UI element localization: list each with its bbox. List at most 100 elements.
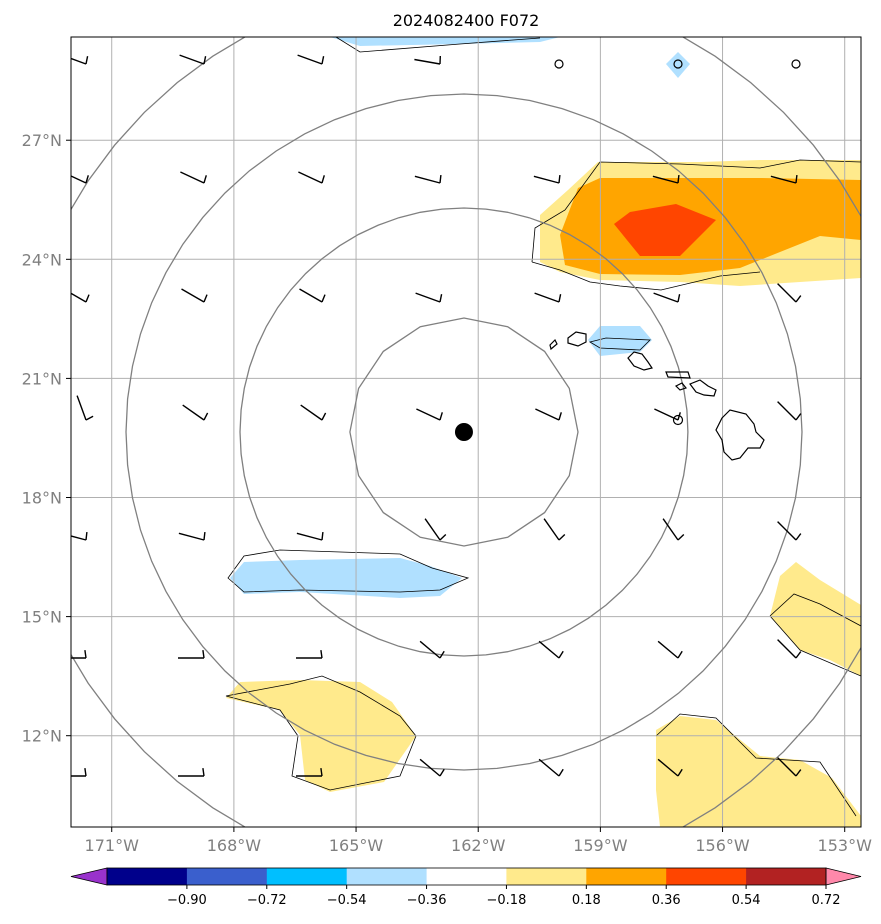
y-tick-label: 12°N	[22, 727, 62, 746]
wind-barb	[297, 54, 325, 65]
colorbar-tick-label: 0.54	[732, 893, 761, 908]
contour-northeast	[531, 159, 861, 291]
wind-barb	[178, 650, 205, 659]
x-tick-label: 171°W	[85, 836, 140, 855]
colorbar-tick-label: 0.72	[812, 893, 841, 908]
positive-anomaly-region-southeast	[656, 716, 861, 827]
island-small-3	[673, 59, 683, 69]
positive-anomaly-region-east	[770, 562, 861, 676]
wind-barb	[533, 175, 561, 184]
colorbar-swatch	[346, 868, 428, 885]
y-tick-label: 27°N	[22, 131, 62, 150]
island-lanai	[674, 382, 688, 391]
wind-barb	[777, 639, 802, 659]
colorbar-swatch	[266, 868, 348, 885]
y-tick-label: 24°N	[22, 250, 62, 269]
storm-center-marker	[454, 423, 473, 441]
wind-barb	[414, 55, 441, 65]
latitude-axis: 12°N 15°N 18°N 21°N 24°N 27°N	[22, 131, 71, 746]
wind-barb	[657, 758, 683, 777]
wind-barb	[71, 292, 90, 303]
island-small-4	[791, 59, 801, 69]
y-tick-label: 15°N	[22, 608, 62, 627]
island-small-2	[554, 59, 564, 69]
wind-barb	[415, 292, 443, 303]
range-ring	[71, 37, 861, 827]
longitude-axis: 171°W 168°W 165°W 162°W 159°W 156°W 153°W	[85, 827, 873, 855]
contour-west	[227, 549, 470, 593]
wind-barb	[296, 532, 324, 541]
wind-barb	[652, 175, 680, 184]
colorbar-extend-low	[70, 867, 108, 886]
wind-barb	[181, 288, 208, 303]
wind-barb	[534, 292, 562, 303]
island-oahu	[627, 351, 653, 371]
colorbar-swatch	[426, 868, 507, 885]
wind-barb	[543, 518, 566, 541]
positive-anomaly-region-northeast-peak	[614, 204, 716, 256]
shaded-fields	[226, 37, 861, 827]
contour-north	[335, 37, 541, 53]
x-tick-label: 162°W	[451, 836, 506, 855]
negative-anomaly-region-north	[330, 37, 560, 46]
wind-barb	[424, 518, 447, 541]
contour-lines	[225, 37, 861, 817]
wind-barb	[538, 640, 564, 659]
range-rings	[71, 37, 861, 827]
y-tick-label: 18°N	[22, 489, 62, 508]
gridlines	[71, 37, 861, 827]
colorbar-swatch	[746, 868, 827, 885]
colorbar-frame	[106, 867, 827, 886]
colorbar-swatch	[506, 868, 587, 885]
colorbar-tick-label: −0.54	[327, 893, 367, 908]
island-big-island	[715, 409, 765, 461]
x-tick-label: 159°W	[573, 836, 628, 855]
wind-barb	[416, 408, 443, 421]
positive-anomaly-region-northeast-core	[560, 178, 861, 275]
coastlines	[549, 59, 801, 461]
colorbar-tick-label: −0.18	[487, 893, 527, 908]
colorbar-swatch	[186, 868, 268, 885]
wind-barb	[296, 650, 323, 659]
wind-barb	[182, 404, 209, 421]
island-maui	[689, 379, 717, 397]
wind-barb	[71, 768, 87, 777]
wind-barb	[777, 521, 802, 541]
contour-southeast	[655, 713, 857, 817]
colorbar: −0.90 −0.72 −0.54 −0.36 −0.18 0.18 0.36 0.54 0.7…	[70, 867, 862, 908]
contour-east	[769, 593, 861, 677]
map-frame	[70, 36, 862, 828]
colorbar-swatch	[107, 868, 188, 885]
wind-barb	[653, 292, 681, 303]
x-tick-label: 168°W	[207, 836, 262, 855]
wind-barb	[179, 54, 207, 65]
range-ring	[349, 317, 579, 547]
wind-barb	[299, 288, 326, 303]
x-tick-label: 165°W	[329, 836, 384, 855]
contour-hawaii	[588, 337, 651, 351]
island-kauai	[567, 331, 587, 347]
colorbar-extend-high	[825, 867, 862, 886]
colorbar-tick-label: −0.90	[167, 893, 207, 908]
wind-barb	[296, 768, 323, 777]
wind-barb	[298, 171, 325, 184]
wind-barb	[654, 408, 681, 421]
colorbar-swatch	[586, 868, 667, 885]
wind-barb	[535, 408, 562, 421]
x-tick-label: 153°W	[818, 836, 873, 855]
x-tick-label: 156°W	[695, 836, 750, 855]
wind-barb	[657, 640, 683, 659]
island-small-1	[672, 414, 684, 426]
wind-barb	[777, 401, 802, 421]
y-tick-label: 21°N	[22, 369, 62, 388]
colorbar-tick-label: 0.18	[572, 893, 601, 908]
colorbar-tick-label: −0.72	[247, 893, 287, 908]
negative-anomaly-region-small	[666, 52, 690, 78]
wind-barb	[71, 650, 87, 659]
island-molokai	[665, 371, 691, 379]
wind-barb	[419, 758, 445, 777]
wind-barb	[180, 171, 207, 184]
wind-barb	[300, 404, 327, 421]
wind-barb	[71, 56, 89, 65]
wind-barb	[178, 532, 206, 541]
